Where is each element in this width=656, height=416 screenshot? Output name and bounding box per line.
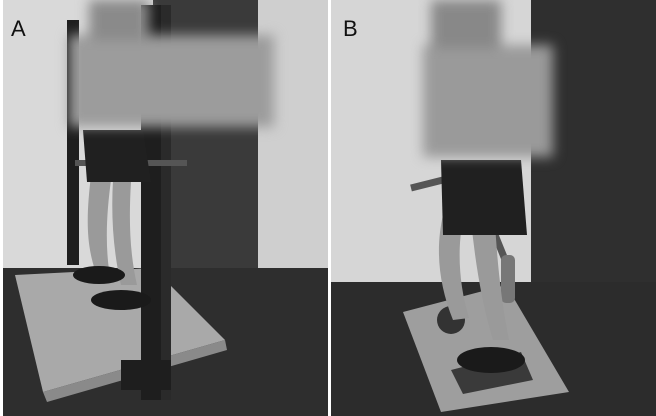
panel-b: B xyxy=(331,0,656,416)
panel-label-a: A xyxy=(11,16,26,41)
photo-b xyxy=(331,0,656,416)
blurred-face-b xyxy=(423,0,553,157)
panel-label-b: B xyxy=(343,16,358,41)
blurred-face-a xyxy=(69,0,274,127)
photo-a xyxy=(3,0,328,416)
panel-a: A xyxy=(3,0,328,416)
